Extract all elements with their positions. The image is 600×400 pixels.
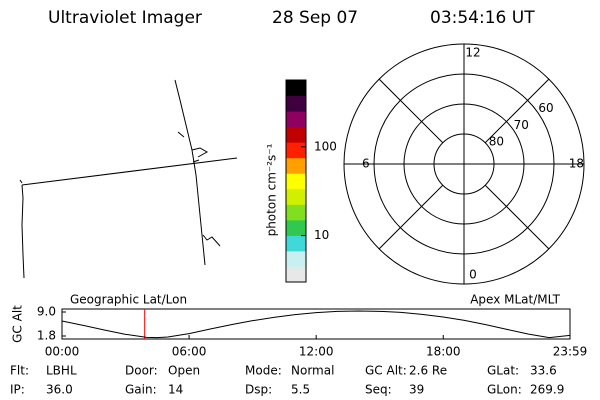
lat-ring (433, 133, 495, 195)
mlt-label: 12 (465, 46, 480, 60)
axis-line (378, 78, 444, 144)
color-band (286, 157, 306, 174)
color-band (286, 266, 306, 283)
lat-label: 60 (538, 101, 553, 115)
mlt-label: 18 (569, 157, 584, 171)
color-band (286, 80, 306, 97)
info-value: Normal (291, 364, 334, 378)
info-label: GC Alt: (365, 364, 407, 378)
lat-label: 80 (489, 135, 504, 149)
info-value: 39 (409, 383, 424, 397)
color-band (286, 250, 306, 267)
info-value: 36.0 (46, 383, 73, 397)
y-axis-label: GC Alt (11, 305, 25, 343)
lat-label: 70 (514, 118, 529, 132)
info-label: GLat: (487, 364, 519, 378)
info-label: Door: (125, 364, 158, 378)
info-label: Mode: (245, 364, 282, 378)
altitude-line (61, 310, 571, 339)
info-value: 269.9 (530, 383, 564, 397)
mlt-label: 6 (362, 157, 370, 171)
info-value: 2.6 Re (409, 364, 447, 378)
mlt-label: 0 (469, 268, 477, 282)
y-tick-label: 1.8 (37, 329, 56, 343)
time: 03:54:16 UT (430, 8, 535, 28)
plot-title-right: Apex MLat/MLT (470, 293, 560, 307)
color-band (286, 142, 306, 159)
x-tick-label: 06:00 (172, 345, 207, 359)
x-tick-label: 23:59 (553, 345, 588, 359)
lat-ring (403, 103, 525, 225)
x-tick-label: 12:00 (299, 345, 334, 359)
info-value: 14 (168, 383, 183, 397)
info-label: Seq: (365, 383, 392, 397)
info-value: LBHL (46, 364, 77, 378)
info-value: 33.6 (530, 364, 557, 378)
info-value: Open (168, 364, 200, 378)
color-band (286, 204, 306, 221)
color-band (286, 111, 306, 128)
axis-line (484, 78, 550, 144)
color-band (286, 95, 306, 112)
tick-label: 10 (314, 228, 329, 242)
tick-label: 100 (314, 139, 337, 153)
x-tick-label: 18:00 (426, 345, 461, 359)
plot-title-left: Geographic Lat/Lon (70, 293, 187, 307)
info-label: GLon: (487, 383, 522, 397)
axis-line (378, 184, 444, 250)
info-label: IP: (10, 383, 25, 397)
map-lines (19, 79, 238, 279)
info-value: 5.5 (291, 383, 310, 397)
lat-ring (373, 73, 555, 255)
y-tick-label: 9.0 (37, 305, 56, 319)
color-band (286, 219, 306, 236)
axis-line (484, 184, 550, 250)
color-band (286, 188, 306, 205)
info-label: Flt: (10, 364, 29, 378)
instrument: Ultraviolet Imager (48, 8, 202, 28)
colorbar-frame (285, 79, 307, 283)
color-band (286, 126, 306, 143)
info-label: Dsp: (245, 383, 272, 397)
colorbar-label: photon cm⁻²s⁻¹ (265, 143, 279, 236)
info-label: Gain: (125, 383, 157, 397)
x-tick-label: 00:00 (45, 345, 80, 359)
color-band (286, 235, 306, 252)
color-band (286, 173, 306, 190)
date: 28 Sep 07 (272, 8, 358, 28)
